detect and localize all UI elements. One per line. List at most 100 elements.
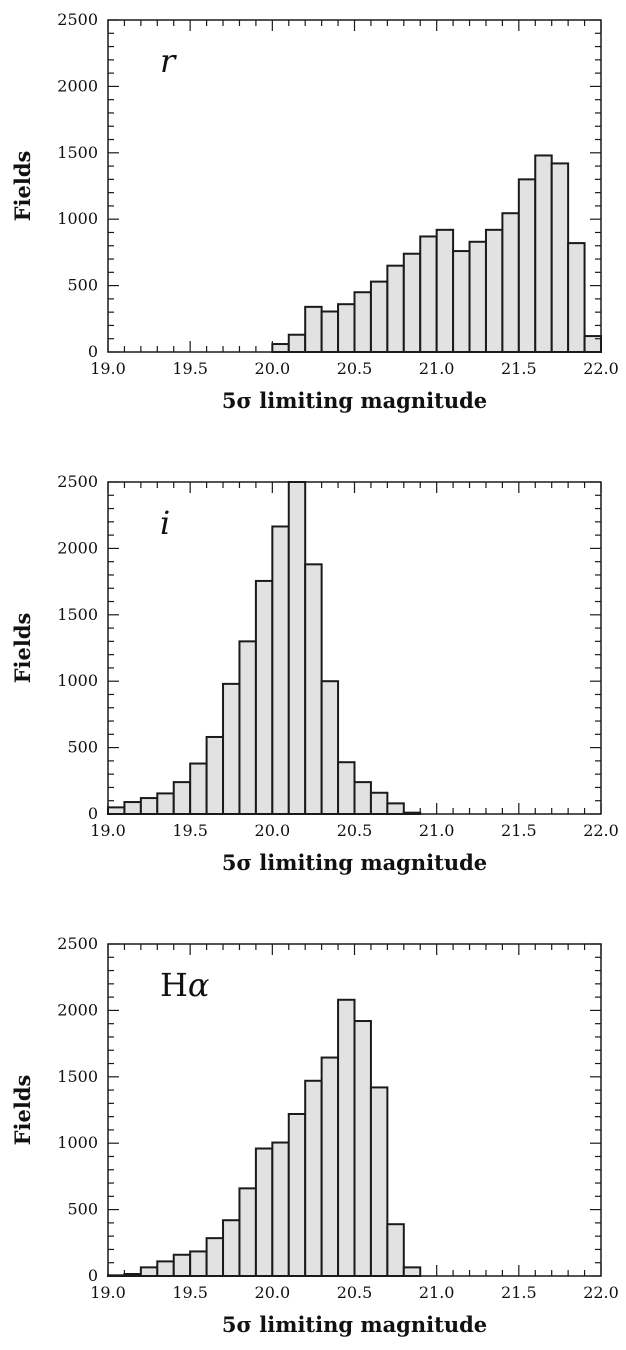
x-tick-label: 19.5	[172, 1283, 208, 1302]
histogram-bar	[271, 343, 290, 354]
histogram-bar	[369, 791, 389, 816]
histogram-bar	[238, 1187, 257, 1278]
x-tick-label: 19.5	[172, 359, 208, 378]
x-axis-label: 5σ limiting magnitude	[222, 388, 487, 413]
y-tick-label: 2500	[57, 10, 98, 29]
y-tick-label: 1000	[57, 209, 98, 228]
x-tick-label: 20.5	[337, 1283, 373, 1302]
bars	[107, 481, 422, 816]
x-tick-label: 20.0	[255, 1283, 291, 1302]
histogram-bar	[304, 1079, 323, 1278]
tick-marks	[107, 19, 602, 353]
histogram-bar	[402, 252, 422, 353]
bars	[271, 154, 602, 354]
x-tick-label: 21.5	[501, 359, 537, 378]
y-tick-label: 1500	[57, 605, 98, 624]
histogram-bar	[320, 310, 340, 354]
x-tick-label: 19.0	[90, 1283, 126, 1302]
histogram-panel-3: 19.0 19.5 20.0 20.5 21.0 21.5 22.0 0 500 1000 1500…	[10, 934, 619, 1337]
histogram-bar	[287, 1112, 307, 1278]
histogram-bar	[254, 579, 274, 815]
histogram-bar	[189, 762, 208, 816]
histogram-bar	[205, 735, 225, 816]
x-tick-label: 20.0	[255, 821, 291, 840]
histogram-bar	[534, 154, 553, 353]
x-tick-label: 22.0	[583, 821, 619, 840]
histogram-bar	[156, 1260, 175, 1277]
y-axis-label: Fields	[10, 613, 35, 684]
histogram-bar	[254, 1147, 274, 1277]
x-tick-label: 19.0	[90, 821, 126, 840]
histogram-bar	[172, 1253, 192, 1277]
y-tick-label: 0	[88, 342, 98, 361]
histogram-bar	[238, 640, 257, 815]
x-tick-label: 20.5	[337, 359, 373, 378]
y-tick-label: 2000	[57, 538, 98, 557]
histogram-bar	[369, 280, 389, 353]
y-tick-label: 500	[67, 738, 98, 757]
histogram-bar	[369, 1086, 389, 1277]
histogram-bar	[353, 291, 372, 353]
y-tick-label: 1000	[57, 671, 98, 690]
histogram-bar	[172, 781, 192, 815]
x-tick-label: 21.0	[419, 359, 455, 378]
y-tick-label: 2500	[57, 472, 98, 491]
bars	[107, 998, 422, 1278]
y-tick-label: 2000	[57, 76, 98, 95]
y-tick-label: 500	[67, 276, 98, 295]
y-axis-label: Fields	[10, 1075, 35, 1146]
histogram-bar	[435, 228, 455, 354]
histogram-bar	[287, 481, 307, 815]
histogram-bar	[222, 682, 241, 816]
histogram-bar	[222, 1219, 241, 1277]
histogram-bar	[550, 162, 570, 353]
histogram-bar	[337, 761, 356, 816]
histogram-bar	[501, 212, 520, 353]
y-tick-label: 500	[67, 1200, 98, 1219]
y-tick-label: 0	[88, 804, 98, 823]
histogram-bar	[353, 781, 372, 815]
histogram-bar	[517, 178, 537, 353]
histogram-bar	[386, 1223, 405, 1278]
histogram-bar	[419, 235, 438, 354]
histogram-bar	[287, 333, 307, 353]
tick-marks	[107, 943, 602, 1277]
histogram-bar	[468, 240, 487, 353]
y-tick-label: 1500	[57, 143, 98, 162]
x-tick-label: 19.0	[90, 359, 126, 378]
histogram-bar	[271, 1141, 290, 1278]
histogram-bar	[386, 802, 405, 815]
histogram-bar	[271, 525, 290, 815]
y-tick-label: 2500	[57, 934, 98, 953]
y-axis-label: Fields	[10, 151, 35, 222]
histogram-bar	[320, 680, 340, 816]
x-axis-label: 5σ limiting magnitude	[222, 850, 487, 875]
x-tick-label: 21.0	[419, 1283, 455, 1302]
histogram-bar	[386, 264, 405, 353]
panel-label: i	[160, 504, 170, 542]
histogram-bar	[304, 563, 323, 815]
x-tick-label: 22.0	[583, 359, 619, 378]
histogram-panel-1: 19.0 19.5 20.0 20.5 21.0 21.5 22.0 0 500 1000 1500…	[10, 10, 619, 413]
histogram-bar	[402, 1266, 422, 1278]
histogram-bar	[189, 1250, 208, 1278]
histogram-bar	[139, 797, 159, 816]
panel-label: Hα	[160, 966, 210, 1004]
histogram-bar	[320, 1056, 340, 1277]
histogram-bar	[337, 998, 356, 1277]
y-tick-label: 0	[88, 1266, 98, 1285]
x-tick-label: 22.0	[583, 1283, 619, 1302]
x-tick-label: 19.5	[172, 821, 208, 840]
histogram-bar	[107, 806, 126, 815]
x-tick-label: 21.0	[419, 821, 455, 840]
tick-marks	[107, 481, 602, 815]
y-tick-label: 1000	[57, 1133, 98, 1152]
histogram-bar	[156, 792, 175, 816]
histogram-bar	[353, 1020, 372, 1277]
panel-label: r	[160, 42, 177, 80]
histogram-bar	[304, 305, 323, 353]
y-tick-label: 2000	[57, 1000, 98, 1019]
x-tick-label: 20.0	[255, 359, 291, 378]
x-tick-label: 21.5	[501, 1283, 537, 1302]
